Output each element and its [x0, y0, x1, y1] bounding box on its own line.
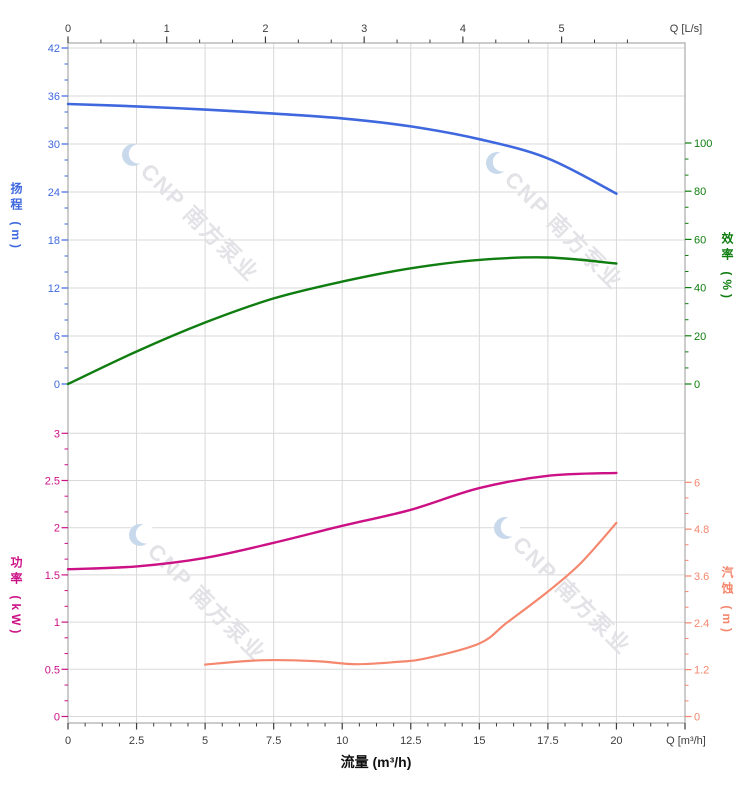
svg-text:CNP 南方泵业: CNP 南方泵业 [500, 167, 628, 295]
svg-text:36: 36 [48, 91, 60, 103]
svg-text:4.8: 4.8 [694, 524, 709, 536]
svg-text:30: 30 [48, 139, 60, 151]
svg-text:0: 0 [694, 379, 700, 391]
svg-text:2.5: 2.5 [129, 735, 144, 747]
svg-text:5: 5 [559, 23, 565, 35]
gridlines [68, 43, 685, 723]
svg-text:42: 42 [48, 43, 60, 55]
svg-text:1.5: 1.5 [45, 570, 60, 582]
svg-text:20: 20 [694, 331, 706, 343]
svg-text:Q [m³/h]: Q [m³/h] [666, 735, 706, 747]
npsh-curve [204, 521, 618, 666]
svg-text:6: 6 [694, 477, 700, 489]
svg-text:40: 40 [694, 283, 706, 295]
power-axis-title: 功率 (kW) [9, 556, 23, 638]
svg-text:0: 0 [54, 712, 60, 724]
cnp-logo-watermark-icon: CNP 南方泵业 [486, 152, 628, 295]
head-axis-title: 扬程 (m) [9, 182, 23, 252]
svg-text:CNP 南方泵业: CNP 南方泵业 [136, 159, 264, 287]
svg-text:0.5: 0.5 [45, 664, 60, 676]
npsh-axis-title: 汽蚀 (m) [720, 566, 734, 636]
head-curve [66, 102, 618, 195]
svg-text:1: 1 [54, 617, 60, 629]
cnp-logo-watermark-icon: CNP 南方泵业 [122, 144, 264, 287]
svg-text:3: 3 [54, 428, 60, 440]
svg-text:80: 80 [694, 186, 706, 198]
efficiency-curve [66, 256, 618, 386]
svg-text:12.5: 12.5 [400, 735, 421, 747]
svg-text:3: 3 [361, 23, 367, 35]
svg-text:2: 2 [262, 23, 268, 35]
svg-text:Q [L/s]: Q [L/s] [670, 23, 702, 35]
svg-text:0: 0 [694, 712, 700, 724]
svg-text:0: 0 [65, 23, 71, 35]
svg-text:5: 5 [202, 735, 208, 747]
svg-text:2.4: 2.4 [694, 618, 709, 630]
svg-text:7.5: 7.5 [266, 735, 281, 747]
cnp-logo-watermark-icon: CNP 南方泵业 [494, 517, 636, 660]
power-curve [66, 471, 618, 571]
svg-text:15: 15 [473, 735, 485, 747]
svg-text:2.5: 2.5 [45, 476, 60, 488]
svg-text:0: 0 [65, 735, 71, 747]
svg-text:24: 24 [48, 187, 60, 199]
svg-text:6: 6 [54, 331, 60, 343]
svg-text:17.5: 17.5 [537, 735, 558, 747]
efficiency-axis-title: 效率 (%) [720, 232, 734, 302]
svg-text:10: 10 [336, 735, 348, 747]
cnp-watermark: CNP 南方泵业 CNP 南方泵业 CNP 南方泵业 CNP 南方泵业 [122, 144, 636, 667]
svg-text:1.2: 1.2 [694, 665, 709, 677]
svg-text:4: 4 [460, 23, 466, 35]
svg-text:18: 18 [48, 235, 60, 247]
svg-text:20: 20 [610, 735, 622, 747]
flow-axis-title: 流量 (m³/h) [340, 754, 412, 770]
svg-text:100: 100 [694, 138, 712, 150]
svg-text:12: 12 [48, 283, 60, 295]
axis-ticks [61, 36, 692, 730]
svg-text:60: 60 [694, 234, 706, 246]
svg-text:0: 0 [54, 379, 60, 391]
svg-text:1: 1 [164, 23, 170, 35]
svg-text:3.6: 3.6 [694, 571, 709, 583]
cnp-logo-watermark-icon: CNP 南方泵业 [129, 524, 271, 667]
svg-text:2: 2 [54, 523, 60, 535]
